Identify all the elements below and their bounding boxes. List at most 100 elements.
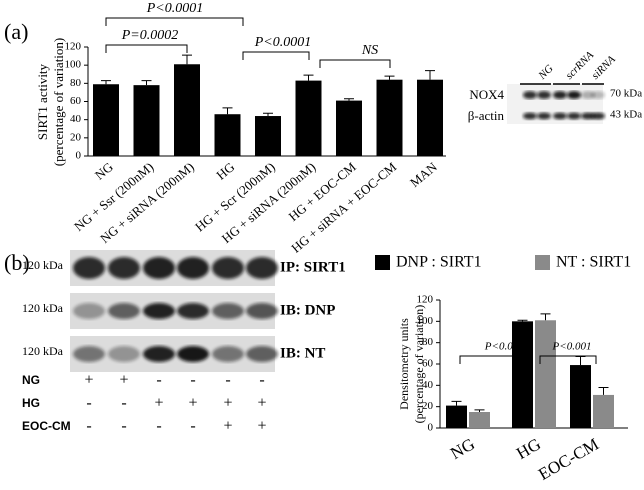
- bar: [214, 114, 241, 156]
- y-tick-label: 60: [70, 95, 82, 107]
- condition-sign: +: [84, 372, 93, 389]
- blot-band: [591, 112, 605, 120]
- blot-band: [108, 303, 140, 319]
- condition-sign: -: [86, 418, 91, 435]
- y-tick-label: 40: [70, 113, 82, 125]
- blot-row-label: IP: SIRT1: [280, 259, 346, 275]
- error-bar: [263, 112, 273, 117]
- condition-sign: -: [86, 395, 91, 412]
- y-tick-label: 0: [76, 150, 82, 162]
- blot-band: [73, 346, 105, 362]
- x-tick-label: NG: [447, 434, 478, 463]
- blot-size-label: 120 kDa: [22, 258, 64, 272]
- significance-label: P<0.0001: [146, 1, 204, 16]
- bar: [593, 394, 614, 428]
- condition-sign: -: [156, 372, 161, 389]
- y-tick-label: 20: [70, 131, 82, 143]
- x-tick-label: EOC-CM: [535, 434, 602, 484]
- significance-bracket: [539, 355, 597, 364]
- blot-band: [537, 91, 551, 99]
- bar: [133, 85, 160, 156]
- significance-label: P<0.0001: [254, 35, 312, 50]
- panel-label: (a): [4, 19, 28, 44]
- significance-bracket: [105, 17, 244, 26]
- condition-sign: -: [121, 418, 126, 435]
- blot-band: [246, 346, 278, 362]
- error-bar: [451, 400, 462, 406]
- error-bar: [517, 319, 528, 322]
- significance-bracket: [459, 355, 524, 364]
- bar: [93, 84, 119, 156]
- y-axis-label: SIRT1 activity: [35, 63, 50, 140]
- condition-sign: -: [156, 418, 161, 435]
- condition-label: HG: [22, 396, 40, 410]
- condition-sign: +: [223, 418, 232, 435]
- blot-size-label: 70 kDa: [610, 88, 642, 100]
- blot-size-label: 120 kDa: [22, 301, 64, 315]
- bar: [376, 79, 403, 156]
- blot-size-label: 120 kDa: [22, 344, 64, 358]
- condition-sign: -: [259, 372, 264, 389]
- error-bar: [598, 386, 609, 395]
- bar: [174, 64, 200, 156]
- blot-band: [73, 303, 105, 319]
- y-tick-label: 0: [428, 422, 434, 434]
- blot-band: [212, 303, 244, 319]
- error-bar: [101, 80, 111, 85]
- x-tick-label: HG: [513, 434, 544, 463]
- blot-band: [537, 112, 551, 120]
- condition-sign: +: [257, 395, 266, 412]
- blot-band: [553, 112, 567, 120]
- bar: [295, 80, 322, 156]
- legend-label: NT : SIRT1: [556, 254, 631, 271]
- blot-band: [523, 112, 537, 120]
- blot-band: [246, 303, 278, 319]
- blot-band: [73, 257, 105, 279]
- bar: [570, 365, 591, 428]
- bar: [535, 320, 556, 428]
- y-tick-label: 80: [422, 336, 434, 348]
- legend-swatch: [535, 255, 550, 270]
- blot-band: [567, 91, 581, 99]
- condition-sign: +: [257, 418, 266, 435]
- error-bar: [141, 80, 152, 86]
- y-tick-label: 40: [422, 379, 434, 391]
- blot-row-label: IB: NT: [280, 345, 325, 361]
- x-tick-label: HG: [213, 159, 237, 183]
- blot-band: [246, 257, 278, 279]
- y-tick-label: 100: [65, 59, 82, 71]
- condition-sign: +: [223, 395, 232, 412]
- bar: [469, 412, 490, 428]
- blot-band: [212, 257, 244, 279]
- error-bar: [540, 313, 551, 321]
- blot-band: [143, 257, 175, 279]
- condition-sign: -: [225, 372, 230, 389]
- y-axis-label: (percentage of variation): [412, 305, 426, 424]
- y-tick-label: 120: [65, 41, 82, 53]
- bar: [512, 321, 533, 428]
- y-tick-label: 80: [70, 77, 82, 89]
- error-bar: [303, 74, 314, 81]
- blot-row-label: β-actin: [468, 108, 505, 123]
- blot-band: [143, 303, 175, 319]
- error-bar: [474, 409, 485, 412]
- lane-label: scrRNA: [563, 49, 596, 82]
- y-tick-label: 120: [417, 294, 434, 306]
- blot-band: [177, 303, 209, 319]
- significance-label: P=0.0002: [121, 28, 179, 43]
- condition-label: EOC-CM: [22, 419, 71, 433]
- bar: [255, 116, 281, 156]
- error-bar: [222, 107, 233, 115]
- blot-band: [177, 257, 209, 279]
- blot-band: [523, 91, 537, 99]
- blot-row-label: IB: DNP: [280, 302, 335, 318]
- legend-label: DNP : SIRT1: [396, 254, 482, 271]
- y-axis-label: (percentage of variation): [51, 38, 66, 166]
- condition-sign: -: [121, 395, 126, 412]
- significance-bracket: [242, 51, 310, 60]
- blot-band: [567, 112, 581, 120]
- significance-bracket: [319, 59, 391, 68]
- x-tick-label: NG: [92, 159, 116, 183]
- y-tick-label: 20: [422, 400, 434, 412]
